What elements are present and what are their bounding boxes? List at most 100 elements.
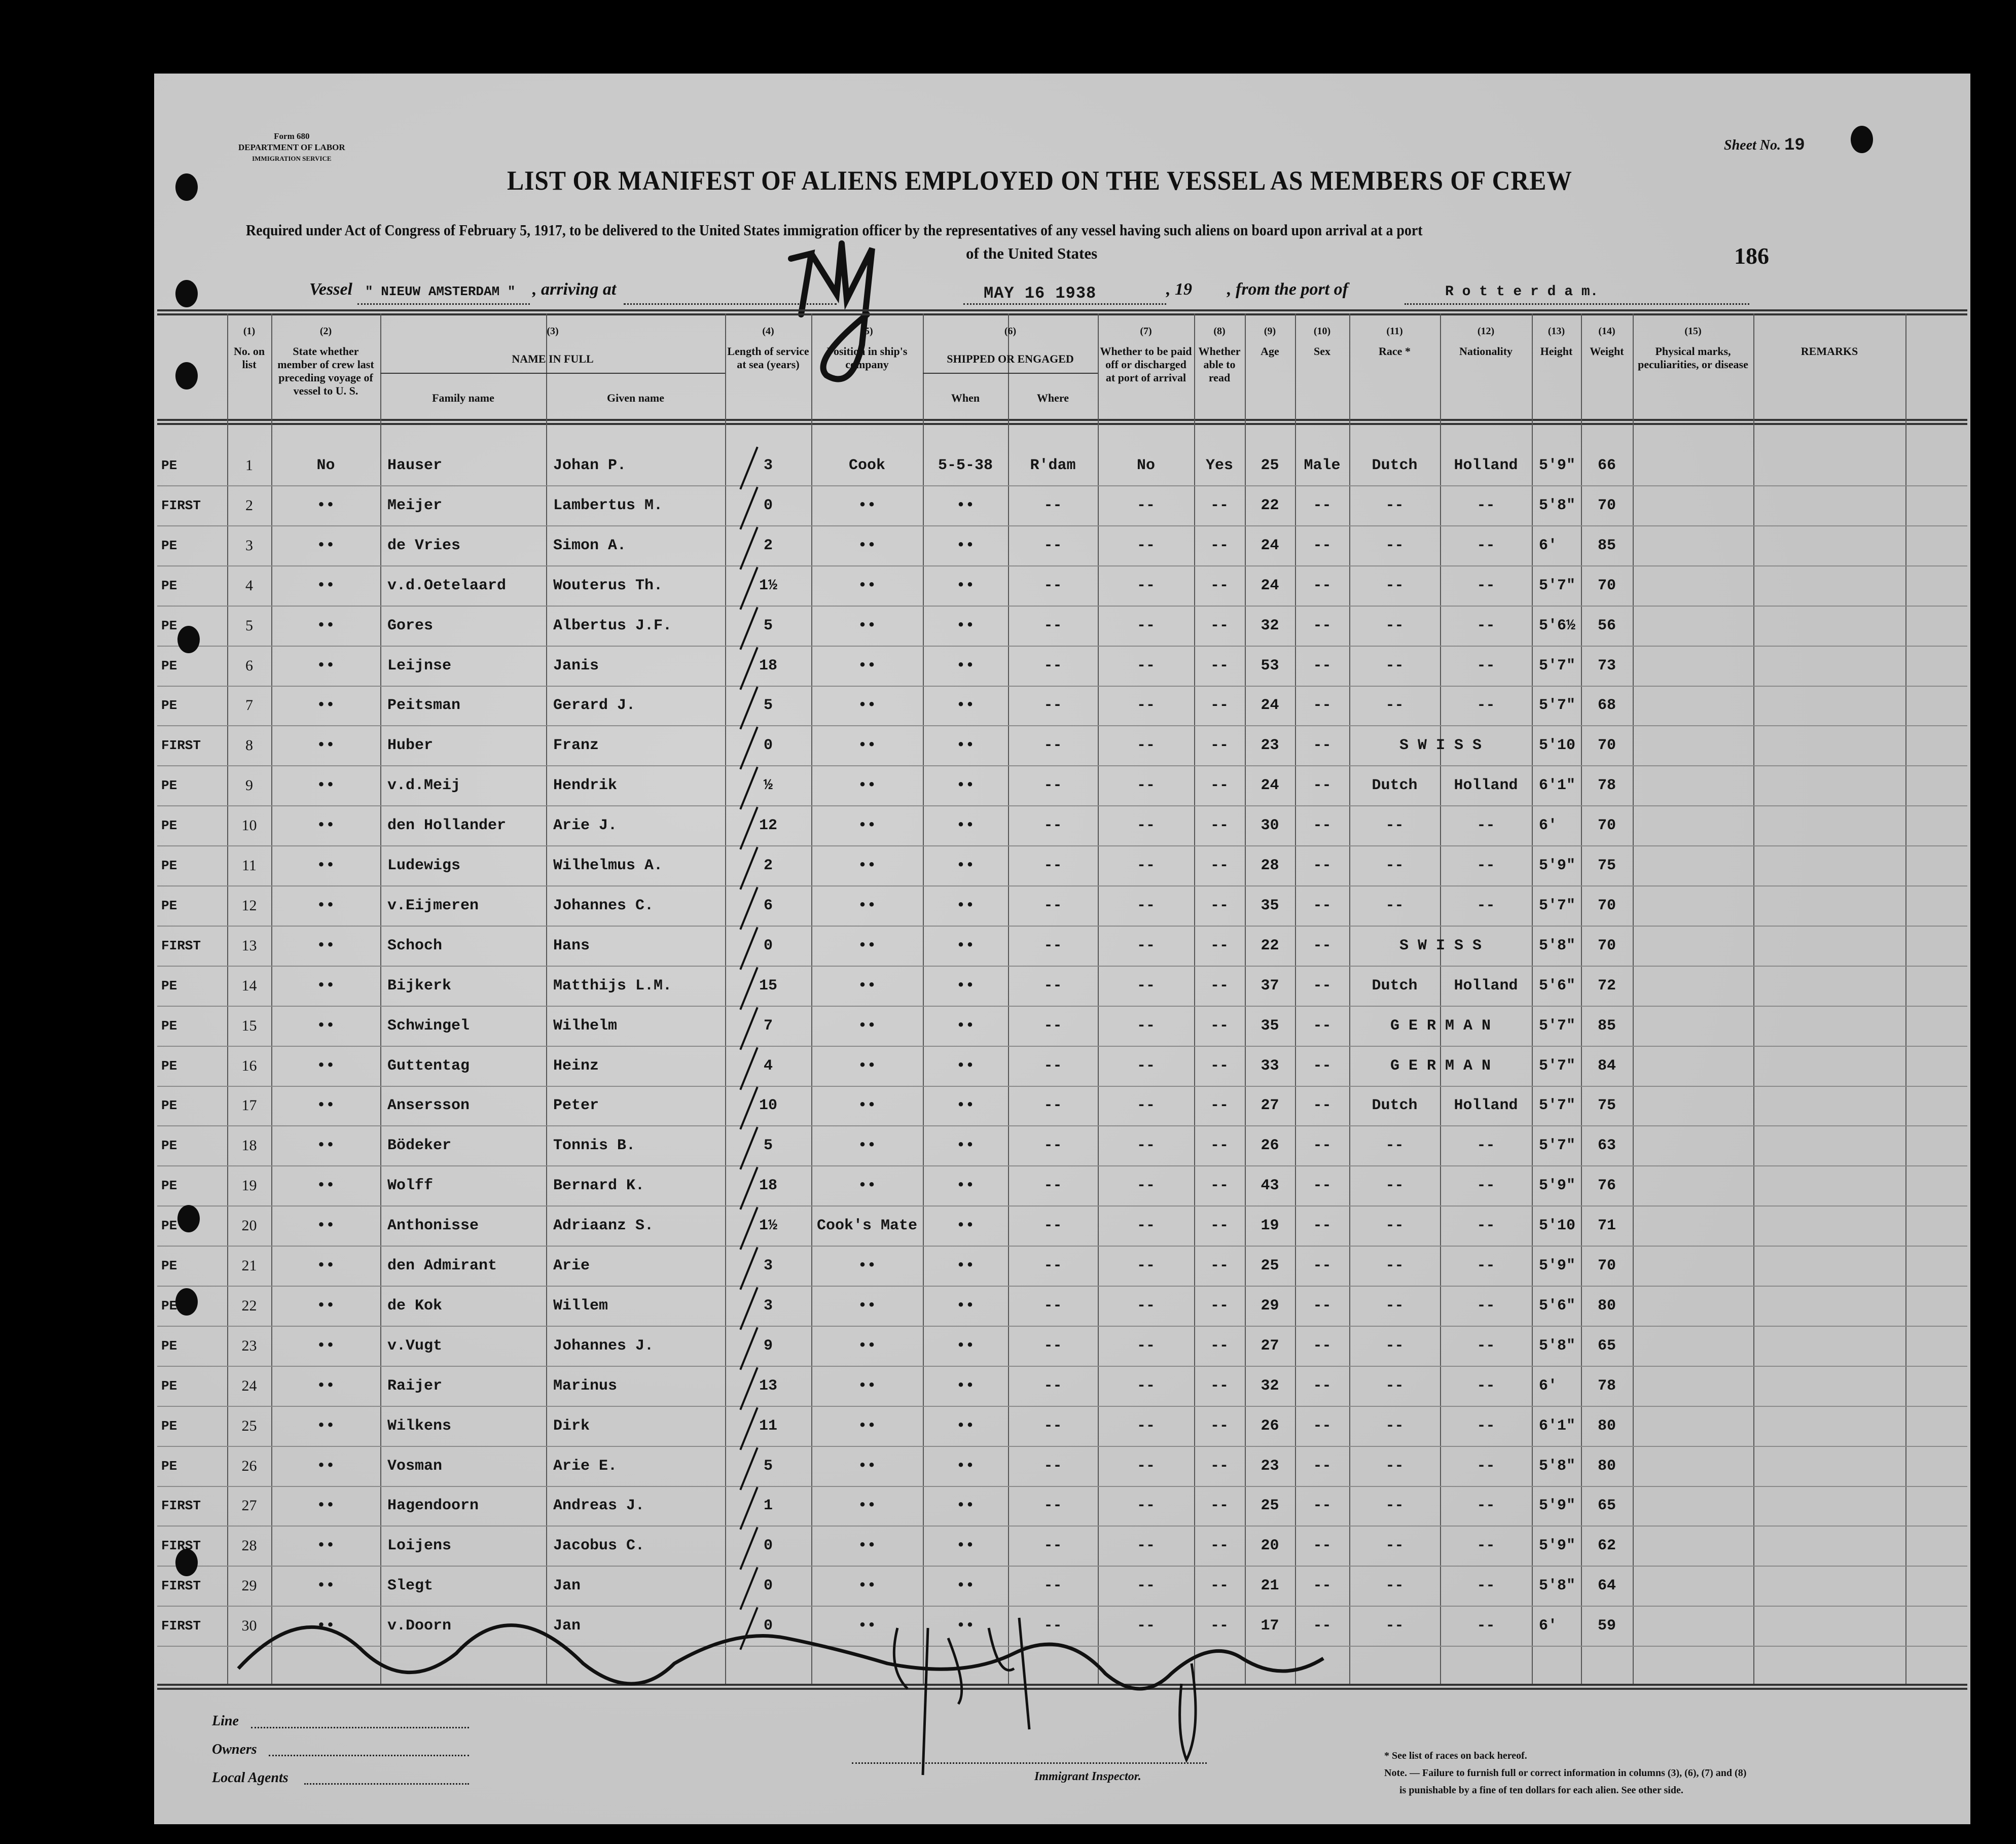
cell-weight: 80	[1597, 1417, 1616, 1435]
column-divider	[546, 313, 547, 1684]
cell-family: Raijer	[387, 1377, 443, 1395]
row-rule	[157, 1326, 1967, 1327]
crew-mark: PE	[161, 1218, 177, 1234]
cell-race: --	[1385, 1537, 1404, 1555]
cell-read: --	[1210, 1577, 1229, 1595]
cell-age: 35	[1261, 1017, 1279, 1035]
cell-when: ••	[956, 1217, 975, 1235]
cell-length: 0	[763, 497, 773, 514]
cell-sex: --	[1313, 1537, 1331, 1555]
cell-where: --	[1043, 1617, 1062, 1635]
cell-age: 30	[1261, 817, 1279, 835]
cell-nationality: --	[1477, 1217, 1495, 1235]
column-number: (7)	[1140, 326, 1152, 337]
column-header: SHIPPED OR ENGAGED	[947, 352, 1074, 365]
cell-age: 19	[1261, 1217, 1279, 1235]
cell-nationality: --	[1477, 817, 1495, 835]
cell-weight: 80	[1597, 1297, 1616, 1315]
immigrant-inspector-label: Immigrant Inspector.	[1034, 1770, 1141, 1783]
cell-where: --	[1043, 697, 1062, 715]
cell-position: ••	[857, 1497, 876, 1515]
cell-age: 23	[1261, 737, 1279, 755]
column-divider	[227, 313, 228, 1684]
cell-family: Hagendoorn	[387, 1497, 479, 1515]
cell-nationality: --	[1477, 1577, 1495, 1595]
cell-where: --	[1043, 577, 1062, 594]
cell-sex: --	[1313, 777, 1331, 795]
cell-given: Willem	[553, 1297, 608, 1315]
crew-mark: PE	[161, 778, 177, 794]
cell-race: Dutch	[1372, 1097, 1418, 1115]
crew-mark: PE	[161, 858, 177, 873]
cell-weight: 62	[1597, 1537, 1616, 1555]
cell-length: 3	[763, 457, 773, 474]
cell-weight: 65	[1597, 1497, 1616, 1515]
cell-given: Jacobus C.	[553, 1537, 645, 1555]
cell-age: 17	[1261, 1617, 1279, 1635]
cell-when: ••	[956, 737, 975, 755]
cell-race: --	[1385, 817, 1404, 835]
cell-sex: --	[1313, 617, 1331, 634]
cell-no: 18	[241, 1137, 257, 1154]
cell-age: 28	[1261, 857, 1279, 874]
cell-paid: --	[1136, 777, 1155, 795]
cell-read: --	[1210, 1097, 1229, 1115]
column-subheader: Family name	[432, 392, 494, 404]
cell-position: Cook's Mate	[816, 1217, 918, 1235]
column-header: Weight	[1590, 345, 1624, 358]
hole-punch	[1851, 126, 1873, 153]
cell-given: Johannes C.	[553, 897, 654, 914]
subtitle: Required under Act of Congress of Februa…	[246, 221, 1423, 239]
cell-weight: 65	[1597, 1337, 1616, 1355]
cell-state: ••	[316, 857, 335, 874]
note-penalty-2: is punishable by a fine of ten dollars f…	[1399, 1785, 1683, 1796]
cell-read: --	[1210, 977, 1229, 995]
form-stamp: Form 680 DEPARTMENT OF LABOR IMMIGRATION…	[238, 131, 345, 164]
cell-length: 18	[759, 657, 777, 675]
cell-no: 7	[245, 697, 253, 714]
cell-family: Wilkens	[387, 1417, 452, 1435]
cell-nationality: Holland	[1454, 1097, 1518, 1115]
column-number: (13)	[1547, 326, 1565, 337]
cell-nationality: --	[1477, 897, 1495, 914]
cell-weight: 73	[1597, 657, 1616, 675]
cell-family: Anthonisse	[387, 1217, 479, 1235]
cell-no: 8	[245, 737, 253, 754]
cell-position: ••	[857, 857, 876, 874]
cell-state: ••	[316, 977, 335, 995]
cell-given: Johannes J.	[553, 1337, 654, 1355]
cell-weight: 85	[1597, 1017, 1616, 1035]
cell-weight: 78	[1597, 1377, 1616, 1395]
cell-paid: --	[1136, 1377, 1155, 1395]
cell-family: Ludewigs	[387, 857, 461, 874]
cell-length: 12	[759, 817, 777, 835]
local-agents-label: Local Agents	[212, 1770, 289, 1786]
cell-height: 5'6½	[1539, 617, 1576, 634]
cell-state: ••	[316, 1457, 335, 1475]
cell-paid: --	[1136, 1417, 1155, 1435]
cell-when: ••	[956, 1617, 975, 1635]
cell-given: Marinus	[553, 1377, 618, 1395]
cell-age: 24	[1261, 577, 1279, 594]
cell-length: 0	[763, 1577, 773, 1595]
cell-read: --	[1210, 817, 1229, 835]
hole-punch	[175, 362, 198, 389]
cell-nationality: --	[1477, 617, 1495, 634]
owners-label: Owners	[212, 1742, 257, 1757]
cell-age: 35	[1261, 897, 1279, 914]
line-label: Line	[212, 1713, 239, 1729]
cell-state: ••	[316, 577, 335, 594]
cell-nationality: --	[1477, 1257, 1495, 1274]
row-rule	[157, 646, 1967, 647]
column-divider	[546, 373, 547, 421]
crew-mark: PE	[161, 658, 177, 673]
cell-race: --	[1385, 1577, 1404, 1595]
cell-height: 5'8"	[1539, 1457, 1576, 1475]
column-divider	[380, 313, 381, 1684]
cell-family: Schoch	[387, 937, 443, 954]
form-service: IMMIGRATION SERVICE	[252, 155, 332, 162]
header-bottom-rule	[157, 419, 1967, 425]
cell-read: --	[1210, 737, 1229, 755]
cell-no: 29	[241, 1577, 257, 1594]
column-number: (6)	[1004, 326, 1017, 337]
